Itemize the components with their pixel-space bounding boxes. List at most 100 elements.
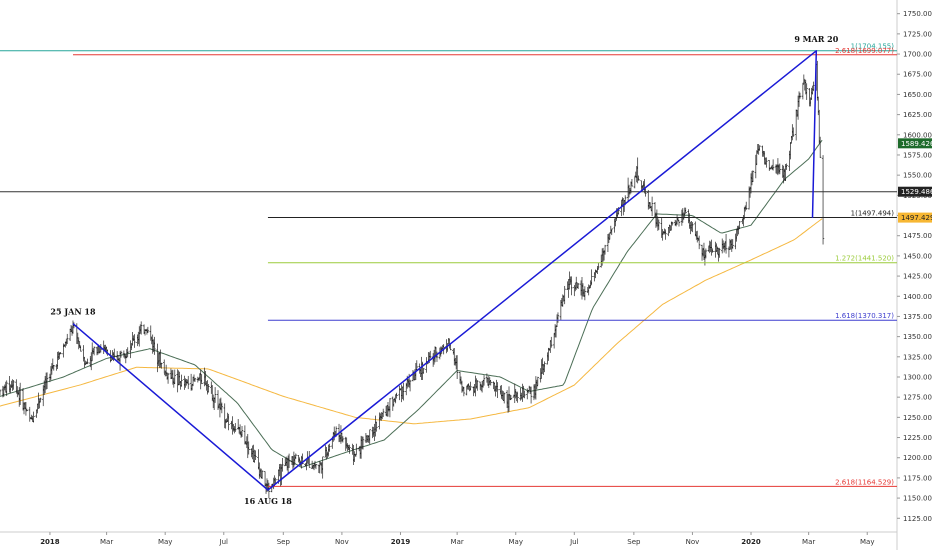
y-tick-label: 1275.000 (903, 394, 932, 402)
price-bar (220, 402, 224, 414)
x-tick-label: May (158, 538, 172, 546)
price-bar (415, 360, 419, 371)
price-bar (731, 239, 734, 249)
price-bar (213, 387, 217, 403)
price-bar (59, 351, 62, 355)
y-tick-label: 1650.000 (903, 91, 932, 99)
price-bar (294, 453, 297, 459)
price-bar (677, 220, 681, 227)
price-bar (12, 380, 15, 390)
price-bar (227, 413, 230, 431)
price-bar (446, 343, 449, 352)
price-bar (92, 346, 96, 356)
price-bar (398, 385, 401, 401)
y-tick-label: 1250.000 (903, 414, 932, 422)
y-tick-label: 1150.000 (903, 495, 932, 503)
price-bar (126, 347, 129, 358)
pivot-label: 9 MAR 20 (794, 34, 838, 44)
price-bar (556, 312, 560, 323)
price-bar (818, 136, 822, 158)
price-bar (321, 456, 324, 479)
price-bar (489, 380, 492, 386)
price-bar (768, 159, 771, 171)
ma-50-line (0, 139, 823, 468)
price-bar (247, 441, 250, 455)
price-bar (133, 334, 136, 348)
zigzag-line (72, 50, 818, 491)
price-bars (0, 60, 825, 499)
price-bar (429, 350, 432, 359)
price-bar (52, 365, 55, 371)
price-bar (684, 207, 687, 214)
price-bar (375, 421, 378, 432)
y-tick-label: 1400.000 (903, 293, 932, 301)
y-tick-label: 1575.000 (903, 151, 932, 159)
price-bar (51, 358, 55, 370)
price-bar (254, 450, 257, 461)
price-tag: 1589.426 (898, 138, 932, 149)
y-tick-label: 1300.000 (903, 373, 932, 381)
y-tick-label: 1750.000 (903, 10, 932, 18)
price-bar (435, 351, 439, 362)
price-bar (543, 361, 546, 373)
x-tick-label: 2019 (391, 538, 411, 546)
price-bar (455, 355, 459, 380)
price-bar (812, 81, 815, 92)
price-bar (590, 269, 593, 286)
fib-levels: 1(1704.155)2.618(1699.077) 1(1497.494) 1.2… (0, 43, 897, 487)
price-bar (408, 379, 412, 392)
y-tick-label: 1625.000 (903, 111, 932, 119)
level-label: 1(1704.155) (851, 43, 895, 51)
price-bar (240, 425, 244, 437)
price-bar (758, 145, 761, 151)
level-label: 2.618(1699.077) (835, 47, 894, 55)
y-tick-label: 1200.000 (903, 454, 932, 462)
price-bar (711, 248, 714, 253)
price-tag: 1529.486 (898, 186, 932, 197)
price-tag-label: 1589.426 (901, 140, 932, 148)
price-bar (738, 220, 741, 229)
price-bar (402, 382, 405, 401)
price-bar (138, 326, 141, 347)
y-tick-label: 1375.000 (903, 313, 932, 321)
price-bar (146, 326, 150, 334)
price-bar (421, 361, 424, 380)
price-bar (425, 357, 428, 373)
price-bar (234, 423, 237, 432)
price-tag-label: 1529.486 (901, 188, 932, 196)
price-bar (821, 155, 825, 245)
price-bar (801, 83, 805, 100)
price-bar (361, 436, 365, 450)
price-bar (765, 157, 768, 168)
price-bar (187, 375, 190, 390)
price-bar (18, 382, 22, 405)
price-bar (516, 392, 519, 403)
price-bar (550, 336, 553, 348)
price-bar (691, 222, 694, 233)
price-bar (355, 443, 358, 456)
price-bar (529, 386, 533, 404)
price-bar (478, 381, 482, 390)
price-bar (661, 229, 664, 241)
x-tick-label: Sep (627, 538, 641, 546)
price-bar (348, 444, 351, 454)
price-bar (180, 374, 183, 387)
price-bar (328, 443, 331, 452)
price-bar (603, 244, 607, 255)
x-tick-label: Jul (219, 538, 229, 546)
y-tick-label: 1450.000 (903, 252, 932, 260)
price-bar (637, 175, 640, 181)
price-bar (381, 408, 385, 418)
price-bar (657, 219, 661, 230)
price-bar (24, 401, 28, 416)
price-bar (422, 367, 425, 374)
price-bar (476, 380, 479, 391)
price-bar (305, 459, 308, 471)
price-bar (610, 228, 613, 236)
y-tick-label: 1325.000 (903, 353, 932, 361)
price-bar (462, 387, 466, 397)
price-bar (650, 196, 654, 217)
